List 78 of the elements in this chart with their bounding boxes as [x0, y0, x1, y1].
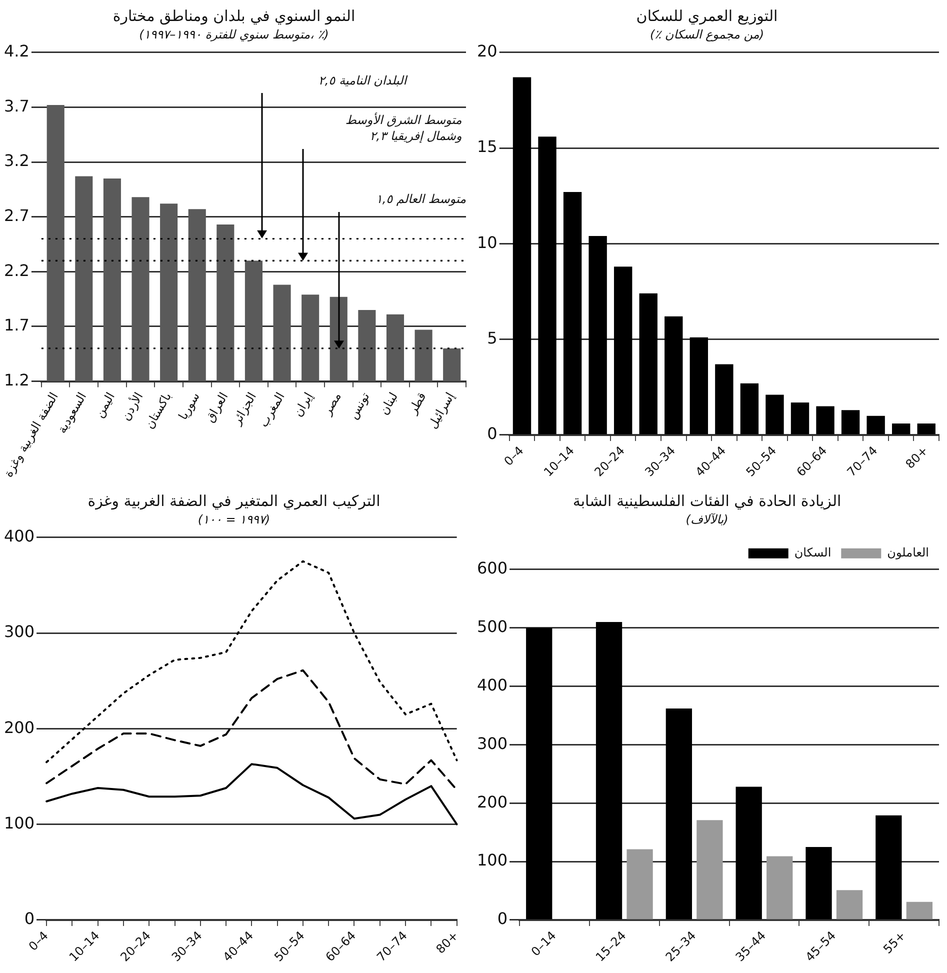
bar — [876, 815, 902, 920]
bar — [664, 316, 683, 434]
x-tick-label: مصر — [320, 390, 344, 418]
y-tick-label: 10 — [477, 232, 498, 252]
y-tick-label: 200 — [476, 792, 508, 812]
y-tick-label: 400 — [4, 526, 35, 546]
x-tick-label: تونس — [346, 390, 372, 422]
y-tick-label: 500 — [476, 616, 508, 636]
y-tick-label: 2.2 — [4, 260, 30, 280]
x-tick-label: 80+ — [433, 928, 462, 956]
x-tick-label: 80+ — [902, 444, 931, 472]
x-tick-label: العراق — [202, 390, 231, 425]
y-tick-label: 400 — [476, 675, 508, 694]
x-tick-label: إيران — [290, 390, 316, 419]
chart-title: الزيادة الحادة في الفئات الفلسطينية الشابة — [572, 492, 842, 510]
bar — [715, 364, 734, 434]
bar — [766, 394, 784, 434]
legend-label: السكان — [794, 546, 832, 560]
chart-subtitle: (٪ من مجموع السكان) — [650, 27, 764, 42]
bar — [526, 628, 552, 920]
bar — [538, 136, 556, 434]
chart-title: النمو السنوي في بلدان ومناطق مختارة — [112, 6, 356, 25]
y-tick-label: 1.7 — [4, 316, 30, 335]
bar — [892, 424, 910, 434]
y-tick-label: 300 — [476, 734, 508, 753]
bar — [836, 890, 863, 920]
bar — [866, 416, 885, 434]
y-tick-label: 0 — [24, 909, 35, 928]
bar — [690, 337, 708, 434]
bar — [816, 406, 834, 434]
x-tick-label: سوريا — [176, 390, 202, 422]
y-tick-label: 200 — [4, 718, 35, 737]
annotation: متوسط العالم ١,٥ — [376, 192, 467, 206]
y-tick-label: 0 — [497, 909, 508, 928]
chart-subtitle: (بالآلاف) — [686, 512, 728, 526]
y-tick-label: 100 — [4, 813, 35, 832]
x-tick-label: 0–4 — [26, 928, 51, 954]
bar — [639, 293, 658, 434]
chart-title: التوزيع العمري للسكان — [636, 6, 778, 25]
x-tick-label: اليمن — [92, 390, 118, 420]
y-tick-label: 1.2 — [4, 370, 30, 390]
y-tick-label: 5 — [487, 328, 498, 348]
bar — [596, 622, 622, 920]
annotation: متوسط الشرق الأوسط وشمال إفريقيا ٢,٣ — [345, 112, 462, 144]
bar — [917, 424, 936, 434]
bar — [841, 410, 860, 434]
x-tick-label: 55+ — [880, 928, 908, 956]
bar — [626, 849, 653, 920]
bar — [740, 383, 759, 434]
y-tick-label: 2.7 — [4, 206, 30, 225]
bar — [906, 902, 932, 920]
bar — [512, 77, 532, 434]
chart-title: التركيب العمري المتغير في الضفة الغربية وغزة — [88, 492, 380, 510]
bar — [790, 402, 810, 434]
bar — [806, 846, 832, 920]
y-tick-label: 3.7 — [4, 96, 30, 116]
y-tick-label: 4.2 — [4, 42, 30, 61]
x-tick-label: لبنان — [376, 390, 401, 418]
y-tick-label: 3.2 — [4, 151, 30, 170]
bar — [614, 266, 632, 434]
y-tick-label: 15 — [477, 137, 498, 156]
annotation: البلدان النامية ٢,٥ — [318, 74, 408, 88]
y-tick-label: 100 — [476, 850, 508, 870]
bar — [696, 820, 723, 920]
y-tick-label: 20 — [477, 42, 498, 61]
chart-subtitle: (١٩٩٧ = ١٠٠) — [198, 512, 270, 526]
bar — [588, 236, 607, 434]
bar — [563, 192, 582, 434]
y-tick-label: 600 — [476, 558, 508, 578]
x-tick-label: 0–4 — [501, 444, 526, 468]
bar — [766, 856, 793, 920]
x-tick-label: الضفة الغربية وغزة — [1, 390, 61, 480]
y-tick-label: 0 — [487, 424, 498, 444]
bar — [736, 786, 762, 920]
chart-subtitle: (متوسط سنوي للفترة ١٩٩٠–١٩٩٧، ٪) — [139, 27, 329, 42]
bar — [666, 708, 692, 920]
legend-label: العاملون — [887, 546, 930, 560]
y-tick-label: 300 — [4, 622, 35, 642]
